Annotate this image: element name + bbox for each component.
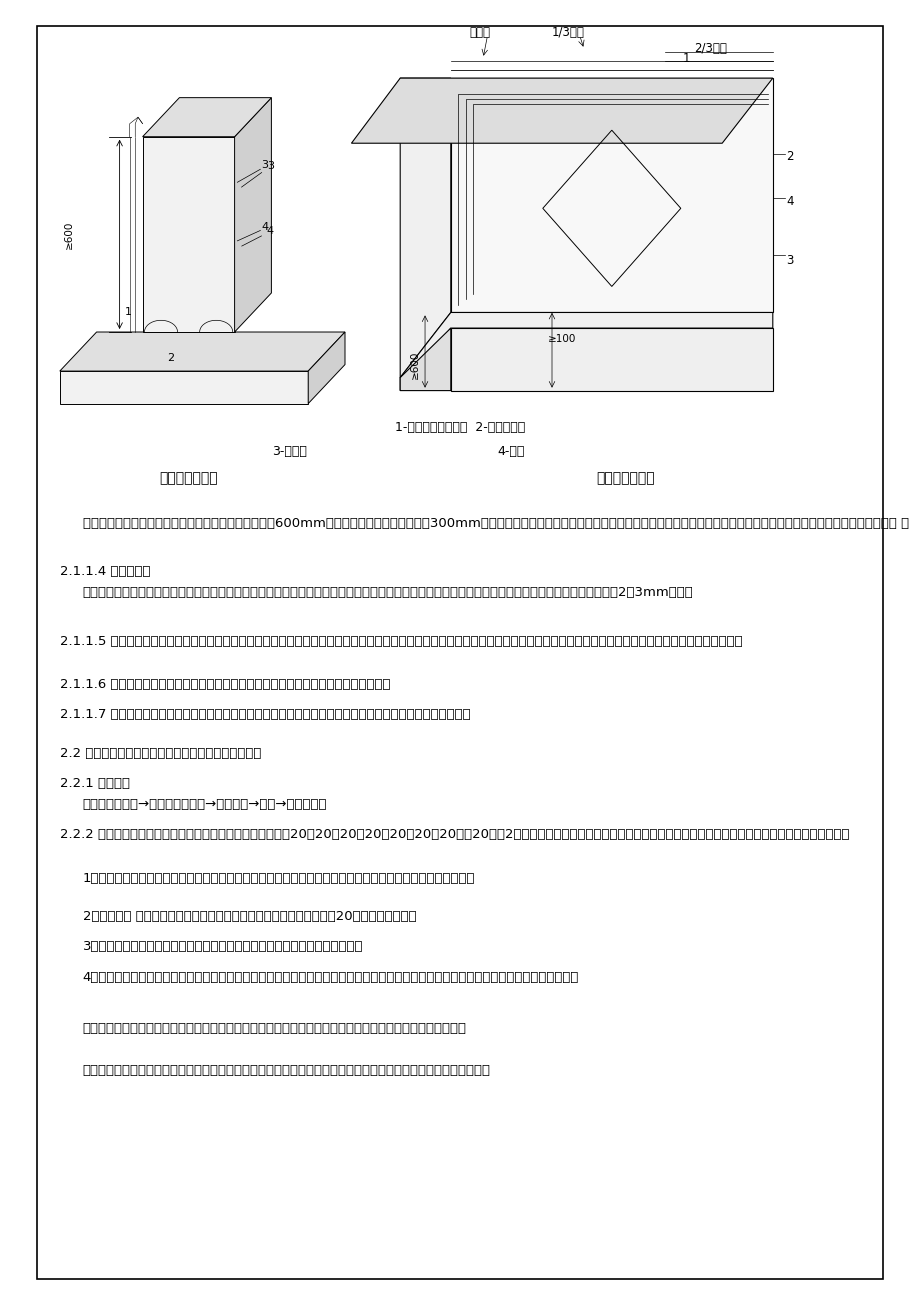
Text: 3: 3 [261, 160, 268, 171]
Text: 3: 3 [786, 254, 793, 267]
Text: 2.1.1.4 热熶封边：: 2.1.1.4 热熶封边： [60, 565, 150, 578]
Text: 防水涂层应分两次涂刷，第二次涂料应在第一次涂料达到初步固化后，第一次涂层还处于湿润状态时方能进行涂刷。: 防水涂层应分两次涂刷，第二次涂料应在第一次涂料达到初步固化后，第一次涂层还处于湿… [83, 1064, 490, 1077]
Polygon shape [351, 78, 772, 143]
Polygon shape [400, 78, 450, 378]
Text: 2）湿润基面 涂刷前先将基面用洁净的水充分湿润，新浇筑混凝土须在20小时后方可涂刷。: 2）湿润基面 涂刷前先将基面用洁净的水充分湿润，新浇筑混凝土须在20小时后方可涂… [83, 910, 416, 923]
Text: 加热基层与卷材、卷材与卷材接缝处，观察当卷材的氥青刚刚熶化时，压合至边缘挤出氥青粘子。大面积的卷材横纵接缝处必须溢出不间断的氥青，宽剠2～3mm为宜。: 加热基层与卷材、卷材与卷材接缝处，观察当卷材的氥青刚刚熶化时，压合至边缘挤出氥青… [83, 586, 693, 599]
Polygon shape [450, 78, 772, 312]
Text: 水泥基防水涂料应均匀涂刷在混凝土表面，采用先细部、后大面，先高后低，先立面后平面的原则往返涂刷。: 水泥基防水涂料应均匀涂刷在混凝土表面，采用先细部、后大面，先高后低，先立面后平面… [83, 1022, 466, 1035]
Text: 3）搔拌：先将水置于桶内，再将本产品投入，用搔拌机搔匀，至无粉料待用。: 3）搔拌：先将水置于桶内，再将本产品投入，用搔拌机搔匀，至无粉料待用。 [83, 940, 363, 953]
Polygon shape [400, 312, 772, 391]
Text: ≥600: ≥600 [409, 350, 419, 379]
Polygon shape [400, 328, 450, 391]
Text: 4-卷材: 4-卷材 [496, 445, 524, 458]
Text: 2.1.1.7 检查验收：卷材施工完毕，经施工队自检合格后，报项目部质检验收。完后，交结构队进行下道工序。: 2.1.1.7 检查验收：卷材施工完毕，经施工队自检合格后，报项目部质检验收。完… [60, 708, 470, 721]
Text: 1: 1 [682, 52, 689, 65]
Text: 3: 3 [241, 161, 274, 187]
Polygon shape [308, 332, 345, 404]
Text: 阴角卷材铺贴法: 阴角卷材铺贴法 [596, 471, 654, 484]
Text: 1: 1 [125, 307, 132, 318]
Text: 4: 4 [786, 195, 793, 208]
Polygon shape [142, 98, 271, 137]
Text: 2.2 水泥基渗透结晶型防水涂料施工操作要点及要求：: 2.2 水泥基渗透结晶型防水涂料施工操作要点及要求： [60, 747, 261, 760]
Polygon shape [234, 98, 271, 332]
Polygon shape [60, 332, 345, 371]
Text: 2.1.1.5 第一层防水卷材与基础底板采用大面点铺，与防水导墙之间采用满粘法施工；卷材与卷材之间必须满粘法施工，防水卷材与主体结构立墙基层也必须满粘法施工，而: 2.1.1.5 第一层防水卷材与基础底板采用大面点铺，与防水导墙之间采用满粘法施… [60, 635, 742, 648]
Polygon shape [450, 328, 772, 391]
Text: 3-找平层: 3-找平层 [272, 445, 307, 458]
Text: 2.2.2 在桩头及桩周边做水泥基渗透结晶型涂料防水层，上做20厑20厑20厑20厑20厑20厑20厑厑20厑：2聚合物水泥砂浆保护层。要求聚合物水泥砂浆在施工: 2.2.2 在桩头及桩周边做水泥基渗透结晶型涂料防水层，上做20厑20厑20厑2… [60, 828, 848, 841]
Text: 2.2.1 工艺流程: 2.2.1 工艺流程 [60, 777, 130, 790]
Polygon shape [60, 371, 308, 404]
Text: 1）基层要求：必须平整、牢固、干净、无明水、无渗漏、凹凸不平及裂缝处需先找平，阴阳角应做成圆弧角。: 1）基层要求：必须平整、牢固、干净、无明水、无渗漏、凹凸不平及裂缝处需先找平，阴… [83, 872, 475, 885]
Text: 1/3幅宽: 1/3幅宽 [551, 26, 584, 39]
Text: 全幅宽: 全幅宽 [469, 26, 490, 39]
Text: 2.1.1.6 封边及收头：卷材外露接缝、收头部位、管道包裹部位用专用密封膏密封严密。: 2.1.1.6 封边及收头：卷材外露接缝、收头部位、管道包裹部位用专用密封膏密封… [60, 678, 390, 691]
Text: ≥100: ≥100 [547, 333, 575, 344]
Text: 4）涂刷：将涂料用半硬尼龙刷或滚刷用力往复涂刷至已具备施工条件的湿润基面，气候炎热干燥时，对基面边喷水湿润（无明水）边涂刷。: 4）涂刷：将涂料用半硬尼龙刷或滚刷用力往复涂刷至已具备施工条件的湿润基面，气候炎… [83, 971, 579, 984]
Text: 4: 4 [261, 221, 268, 232]
Text: 永久保护墙上铺贴的卷材，里侧与卷材留设接头长度为600mm，外侧与卷材留设接头长度为300mm，符合防水规范，对于该段防水卷材甩头；虚铺于保护墙上平面，并铺设彩: 永久保护墙上铺贴的卷材，里侧与卷材留设接头长度为600mm，外侧与卷材留设接头长… [83, 517, 908, 530]
Text: 阳角卷材铺贴法: 阳角卷材铺贴法 [159, 471, 218, 484]
Text: 基层检查、清理→按比例配制涂料→涂刷涂料→养护→检查、验收: 基层检查、清理→按比例配制涂料→涂刷涂料→养护→检查、验收 [83, 798, 327, 811]
Text: 4: 4 [242, 227, 274, 246]
Text: 2: 2 [786, 150, 793, 163]
Text: ≥600: ≥600 [64, 220, 74, 249]
Text: 2/3幅宽: 2/3幅宽 [694, 42, 727, 55]
Text: 1-转折处卷材加固层  2-角部加固层: 1-转折处卷材加固层 2-角部加固层 [394, 421, 525, 434]
Text: 2: 2 [166, 353, 174, 363]
Polygon shape [142, 137, 234, 332]
